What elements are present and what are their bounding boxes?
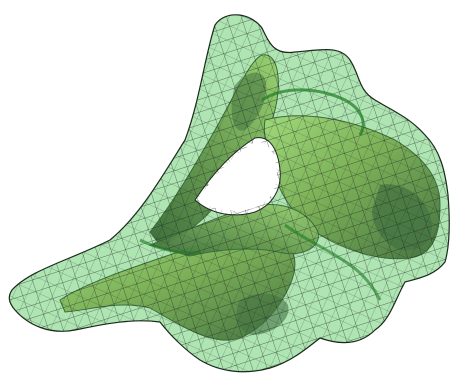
- mesh-seam-upper: [261, 88, 365, 136]
- mesh-seam-lower: [284, 223, 382, 301]
- mesh-seam-left: [139, 238, 201, 255]
